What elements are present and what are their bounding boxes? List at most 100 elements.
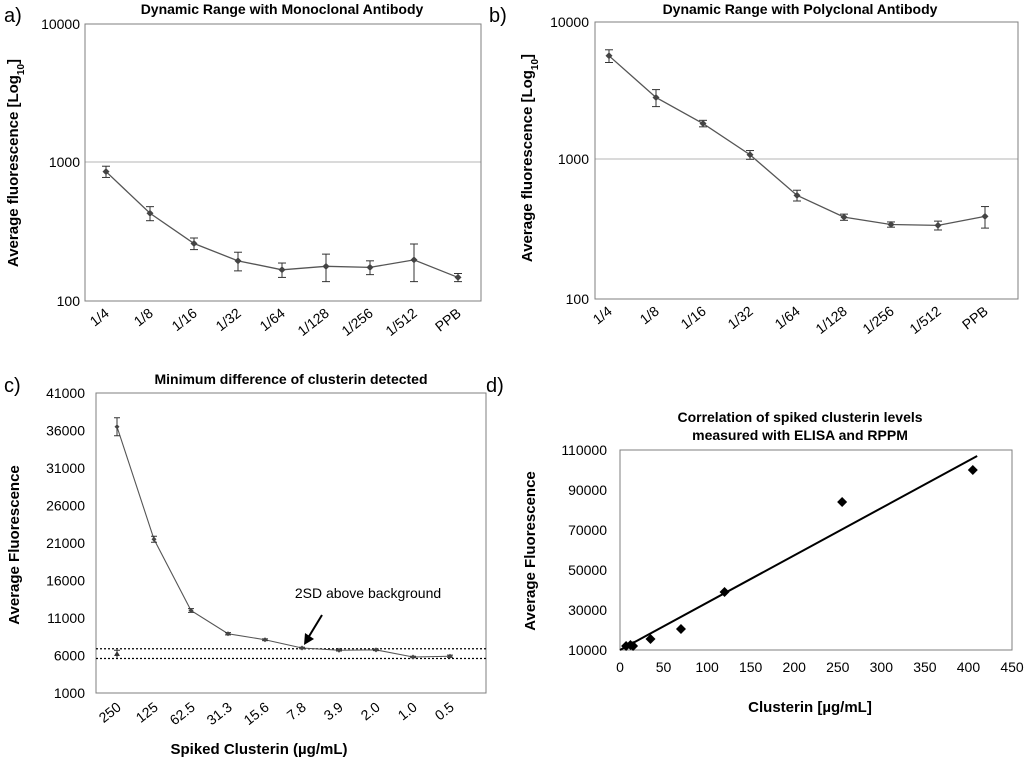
panel-c-data-point [188,608,194,613]
panel-b-letter: b) [489,5,507,27]
panel-d-data-point [628,641,639,651]
panel-c-x-tick-label: 15.6 [241,699,272,729]
panel-a-x-tick-label: PPB [432,305,464,335]
panel-a-x-ticks: 1/4 1/8 1/16 1/32 1/64 1/128 1/256 1/512 PPB [87,305,464,339]
panel-b-x-tick-label: PPB [959,303,991,333]
panel-a-data-point [278,266,286,274]
panel-b-chart: b) Dynamic Range with Polyclonal Antibod… [489,1,1019,337]
panel-b-x-tick-label: 1/512 [906,303,944,337]
panel-d-trendline [619,455,978,651]
panel-a-x-tick-label: 1/16 [169,305,200,335]
panel-b-data-point [934,221,942,229]
panel-a-data-point [410,256,418,264]
panel-d-title-line2: measured with ELISA and RPPM [692,427,908,443]
panel-a-series [102,165,462,283]
panel-d-x-tick-label: 350 [913,659,937,675]
panel-d-letter: d) [486,375,504,397]
panel-b-data-point [699,119,707,127]
panel-d-y-tick-label: 110000 [561,442,607,458]
panel-d-x-tick-label: 150 [739,659,763,675]
panel-c-x-tick-label: 0.5 [432,699,457,724]
panel-d-points [621,465,978,651]
panel-c-y-axis-label: Average Fluorescence [6,465,23,625]
panel-d-x-ticks: 0 50 100 150 200 250 300 350 400 450 [616,659,1024,675]
panel-d-x-tick-label: 50 [656,659,672,675]
panel-a-letter: a) [4,5,22,27]
panel-d-x-tick-label: 100 [695,659,719,675]
panel-c-x-tick-label: 7.8 [284,699,309,724]
panel-a-y-tick: 10000 [41,16,80,32]
panel-d-x-tick-label: 400 [957,659,981,675]
panel-a-x-tick-label: 1/8 [131,305,156,330]
panel-b-y-tick: 10000 [550,14,589,30]
panel-c-x-tick-label: 62.5 [167,699,198,729]
panel-a-x-tick-label: 1/256 [338,305,376,339]
panel-a-x-tick-label: 1/4 [87,305,112,330]
panel-c-y-tick-label: 26000 [46,498,85,514]
panel-a-data-point [146,209,154,217]
panel-b-x-tick-label: 1/64 [772,303,803,333]
panel-b-x-tick-label: 1/8 [637,303,662,328]
panel-b-y-tick: 1000 [558,151,589,167]
panel-a-title: Dynamic Range with Monoclonal Antibody [141,1,424,17]
panel-b-data-point [981,212,989,220]
panel-b-x-ticks: 1/4 1/8 1/16 1/32 1/64 1/128 1/256 1/512 PPB [590,303,991,337]
panel-a-series-line [105,171,459,279]
panel-d-y-tick-label: 70000 [568,522,607,538]
panel-c-y-tick-label: 16000 [46,573,85,589]
panel-d-y-tick-label: 90000 [568,482,607,498]
panel-c-data-point [447,653,453,659]
panel-a-data-point [190,240,198,248]
panel-b-data-point [793,191,801,199]
panel-a-y-tick: 1000 [49,154,80,170]
panel-d-x-tick-label: 450 [1000,659,1024,675]
panel-c-letter: c) [4,375,21,397]
panel-d-x-tick-label: 250 [826,659,850,675]
panel-a-plot-frame [84,23,482,302]
panel-c-data-point [410,654,416,660]
panel-d-y-tick-label: 30000 [568,602,607,618]
panel-b-x-tick-label: 1/128 [812,303,850,337]
panel-c-chart: c) Minimum difference of clusterin detec… [4,371,487,758]
panel-d-x-tick-label: 0 [616,659,624,675]
panel-b-plot-frame [594,21,1019,300]
panel-a-data-point [102,168,110,176]
panel-c-y-tick-label: 41000 [46,385,85,401]
panel-d-data-point [645,634,656,644]
panel-c-x-axis-label: Spiked Clusterin (µg/mL) [171,741,348,758]
panel-d-x-tick-label: 300 [870,659,894,675]
panel-a-data-point [322,262,330,270]
panel-c-annotation-text: 2SD above background [295,585,441,601]
panel-c-y-ticks: 1000 6000 11000 16000 21000 26000 31000 36000 41… [46,385,85,701]
panel-c-series-line [116,426,451,658]
panel-d-plot-frame [619,449,1013,651]
panel-c-data-point [225,631,231,637]
panel-c-plot-frame [95,392,487,694]
panel-b-y-tick: 100 [566,291,590,307]
panel-d-y-tick-label: 50000 [568,562,607,578]
panel-a-x-tick-label: 1/32 [213,305,244,335]
panel-c-background-point [114,651,120,656]
panel-c-y-tick-label: 11000 [47,610,85,626]
panel-d-data-point [719,587,730,597]
panel-d-chart: d) Correlation of spiked clusterin level… [486,375,1024,716]
panel-c-y-tick-label: 21000 [46,535,85,551]
panel-b-x-tick-label: 1/4 [590,303,615,328]
panel-b-data-point [840,213,848,221]
panel-c-data-point [299,645,305,651]
panel-d-x-tick-label: 200 [783,659,807,675]
panel-c-x-ticks: 250 125 62.5 31.3 15.6 7.8 3.9 2.0 1.0 0.5 [96,699,457,729]
panel-a-chart: a) Dynamic Range with Monoclonal Antibod… [4,1,482,339]
panel-b-x-tick-label: 1/256 [859,303,897,337]
panel-a-data-point [366,263,374,271]
panel-d-y-tick-label: 10000 [568,642,607,658]
panel-a-x-tick-label: 1/128 [294,305,332,339]
panel-c-annotation-arrowhead [304,633,314,645]
panel-c-annotation: 2SD above background [295,585,441,645]
panel-b-title: Dynamic Range with Polyclonal Antibody [663,1,938,17]
panel-b-x-tick-label: 1/32 [725,303,756,333]
panel-c-x-tick-label: 2.0 [358,699,383,724]
panel-b-data-point [887,221,895,229]
panel-b-data-point [605,52,613,60]
